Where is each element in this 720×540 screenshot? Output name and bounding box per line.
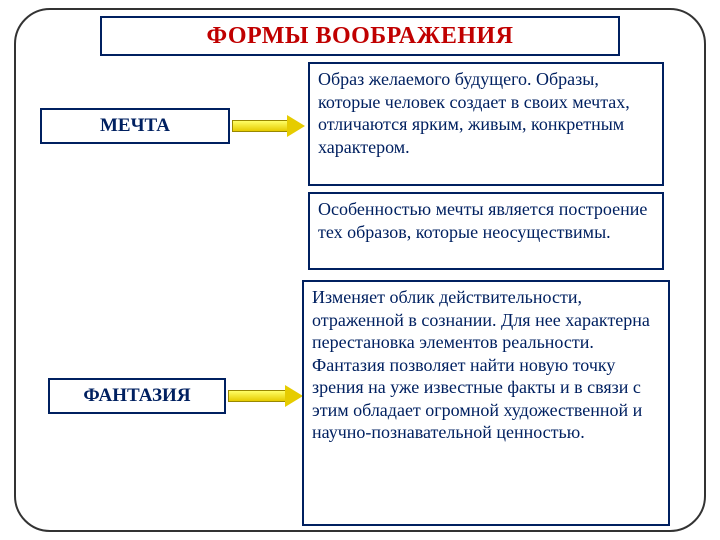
label-box-fantaziya: ФАНТАЗИЯ bbox=[48, 378, 226, 414]
label-box-mechta: МЕЧТА bbox=[40, 108, 230, 144]
title-box: ФОРМЫ ВООБРАЖЕНИЯ bbox=[100, 16, 620, 56]
page-title: ФОРМЫ ВООБРАЖЕНИЯ bbox=[206, 23, 513, 50]
arrow-head-icon bbox=[287, 115, 305, 137]
desc-box-mechta-2: Особенностью мечты является построение т… bbox=[308, 192, 664, 270]
label-mechta: МЕЧТА bbox=[100, 115, 170, 137]
arrow-fantaziya bbox=[228, 386, 304, 408]
arrow-stem-icon bbox=[232, 120, 288, 132]
desc-box-mechta-1: Образ желаемого будущего. Образы, которы… bbox=[308, 62, 664, 186]
desc-text: Образ желаемого будущего. Образы, которы… bbox=[318, 68, 654, 158]
desc-text: Изменяет облик действительности, отражен… bbox=[312, 286, 660, 444]
arrow-mechta bbox=[232, 116, 306, 138]
desc-box-fantaziya-1: Изменяет облик действительности, отражен… bbox=[302, 280, 670, 526]
label-fantaziya: ФАНТАЗИЯ bbox=[83, 385, 190, 407]
arrow-head-icon bbox=[285, 385, 303, 407]
desc-text: Особенностью мечты является построение т… bbox=[318, 198, 654, 243]
arrow-stem-icon bbox=[228, 390, 286, 402]
